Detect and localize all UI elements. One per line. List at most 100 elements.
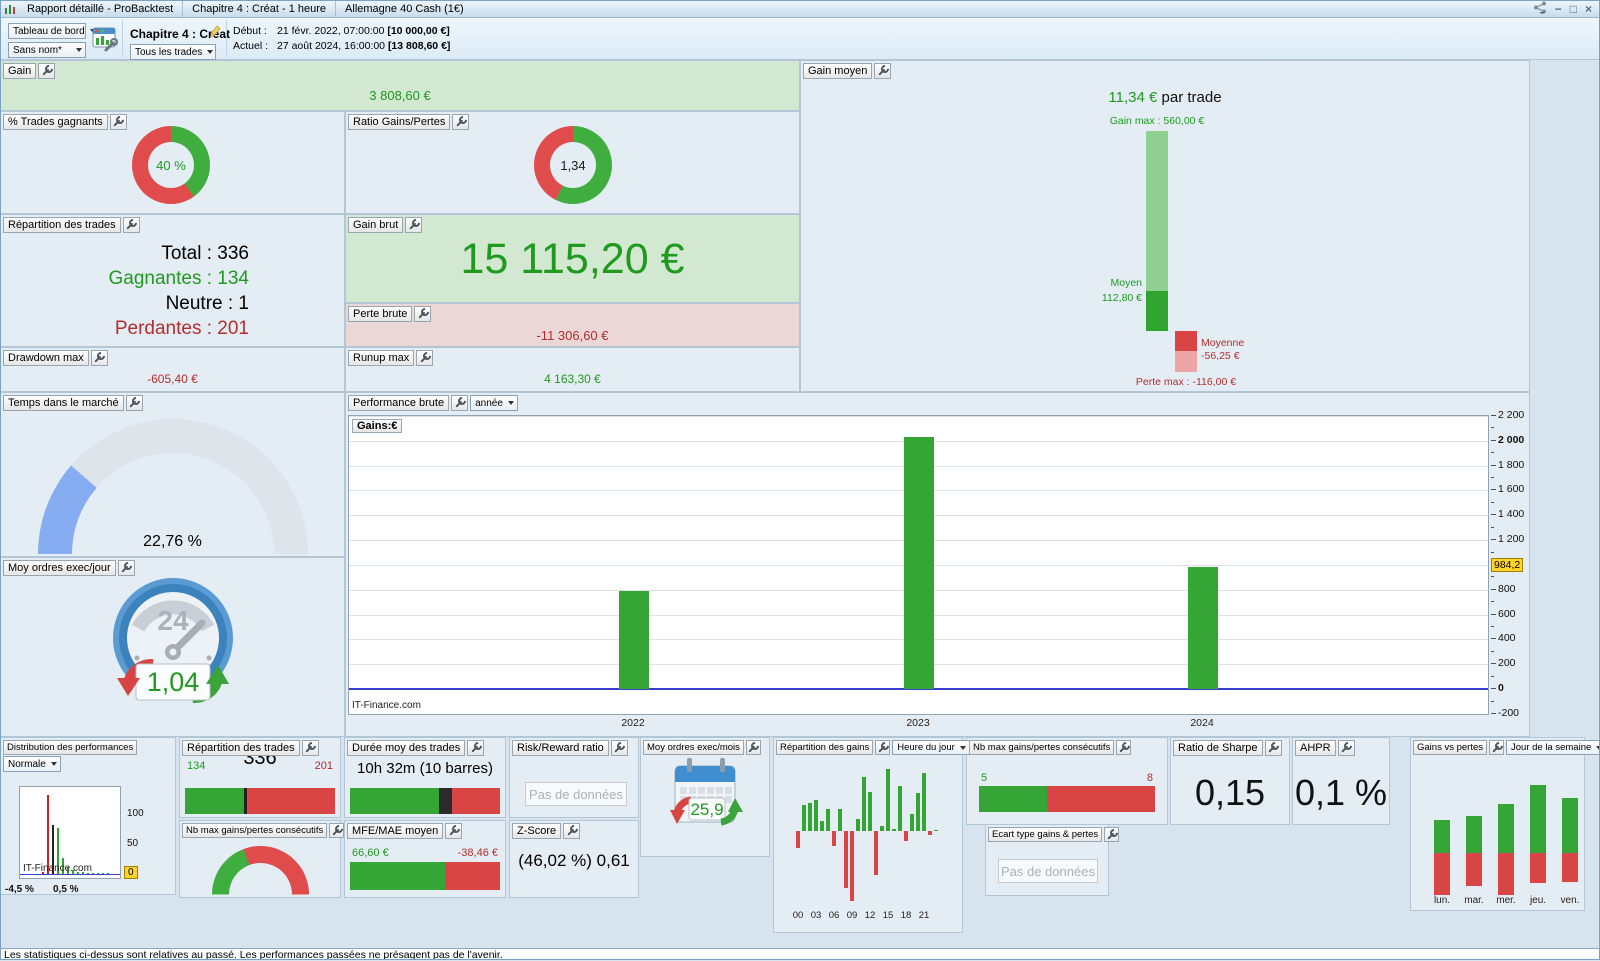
hour-bar — [892, 829, 896, 831]
wrench-icon[interactable] — [329, 823, 345, 838]
wrench-icon[interactable] — [125, 395, 143, 411]
ratio-gains-pertes-panel: Ratio Gains/Pertes 1,34 — [345, 111, 800, 214]
gain-value: 3 808,60 € — [369, 88, 431, 103]
wrench-icon[interactable] — [1116, 740, 1132, 755]
distribution-mode-select[interactable]: Normale — [3, 756, 61, 772]
tab-chapitre[interactable]: Chapitre 4 : Créat - 1 heure — [183, 0, 337, 17]
chevron-down-icon — [507, 401, 514, 405]
x-tick-label: 0,5 % — [53, 884, 79, 895]
weekday-tick-label: mer. — [1496, 895, 1516, 906]
gain-panel: Gain 3 808,60 € — [0, 60, 800, 111]
weekday-tick-label: jeu. — [1529, 895, 1547, 906]
histogram-bar — [82, 872, 84, 874]
weekday-tick-label: lun. — [1433, 895, 1451, 906]
nb-max-consecutifs-gauge-panel: Nb max gains/pertes consécutifs — [179, 820, 345, 898]
y-tick-label: 1 400 — [1498, 508, 1525, 520]
close-button[interactable]: × — [1584, 1, 1592, 16]
pct-trades-gagnants-panel: % Trades gagnants 40 % — [0, 111, 345, 214]
wrench-icon[interactable] — [414, 306, 432, 322]
histogram-bar — [67, 867, 69, 874]
wrench-icon[interactable] — [445, 823, 463, 839]
current-value-badge: 984,2 — [1491, 558, 1524, 572]
ratio-value: 1,34 — [560, 157, 586, 173]
hour-bar — [862, 777, 866, 831]
wrench-icon[interactable] — [745, 740, 761, 755]
layout-select[interactable]: Sans nom* — [8, 42, 86, 58]
z-score-value: (46,02 %) 0,61 — [518, 851, 630, 870]
panel-title: Z-Score — [512, 823, 562, 839]
panel-title: Temps dans le marché — [3, 395, 124, 411]
win-loss-bar — [185, 788, 335, 814]
wrench-icon[interactable] — [117, 560, 135, 576]
performance-y-axis: -200 0 200 400 600 800 1 200 1 400 1 600 1 800 2 0… — [1491, 409, 1531, 719]
hour-tick-label: 15 — [882, 910, 894, 921]
tab-instrument[interactable]: Allemagne 40 Cash (1€) — [345, 2, 464, 15]
chart-watermark: IT-Finance.com — [23, 863, 92, 874]
share-icon[interactable] — [1533, 1, 1547, 17]
wrench-icon[interactable] — [874, 63, 892, 79]
hour-bar — [922, 773, 926, 831]
window-titlebar: Rapport détaillé - ProBacktest Chapitre … — [0, 0, 1600, 18]
chevron-down-icon — [959, 745, 966, 750]
no-data-placeholder: Pas de données — [998, 859, 1098, 883]
weekday-period-select[interactable]: Jour de la semaine — [1506, 740, 1600, 755]
wrench-icon[interactable] — [122, 217, 140, 233]
wrench-icon[interactable] — [875, 740, 891, 755]
y-tick-label: 0 — [1498, 682, 1504, 694]
weekday-gain-bar — [1498, 804, 1514, 853]
panel-title: Performance brute — [348, 395, 450, 411]
wrench-icon[interactable] — [90, 350, 108, 366]
gains-period-select[interactable]: Heure du jour — [892, 740, 970, 755]
disclaimer-text: Les statistiques ci-dessus sont relative… — [4, 949, 503, 961]
y-tick-label: 2 000 — [1498, 434, 1525, 446]
panel-title: Ratio de Sharpe — [1173, 740, 1263, 756]
max-consecutive-losses-value: 8 — [1146, 772, 1153, 784]
report-settings-icon[interactable] — [92, 26, 118, 55]
wrench-icon[interactable] — [109, 114, 127, 130]
wrench-icon[interactable] — [1337, 740, 1355, 756]
maximize-button[interactable]: □ — [1569, 1, 1577, 16]
wrench-icon[interactable] — [610, 740, 628, 756]
wrench-icon[interactable] — [1489, 740, 1504, 755]
chevron-down-icon — [50, 762, 57, 766]
wrench-icon[interactable] — [1264, 740, 1282, 756]
hour-tick-label: 09 — [846, 910, 858, 921]
perte-max-label: Perte max : -116,00 € — [1135, 376, 1237, 388]
minimize-button[interactable]: − — [1554, 1, 1562, 16]
hour-bar — [928, 831, 932, 835]
risk-reward-panel: Risk/Reward ratio Pas de données — [509, 737, 639, 818]
edit-pencil-icon[interactable] — [207, 25, 222, 43]
wrench-icon[interactable] — [405, 217, 423, 233]
performance-x-axis: 2022 2023 2024 — [348, 717, 1489, 731]
hour-bar — [874, 831, 878, 875]
wrench-icon[interactable] — [451, 395, 469, 411]
hour-bar — [802, 805, 806, 831]
tab-rapport-detaille[interactable]: Rapport détaillé - ProBacktest — [18, 0, 184, 17]
x-tick-label: 2023 — [906, 717, 930, 729]
hour-bar — [850, 831, 854, 901]
ratio-sharpe-panel: Ratio de Sharpe 0,15 — [1170, 737, 1290, 825]
wrench-icon[interactable] — [301, 740, 319, 756]
view-select[interactable]: Tableau de bord — [8, 23, 96, 39]
gain-brut-value: 15 115,20 € — [460, 235, 685, 283]
wrench-icon[interactable] — [563, 823, 581, 839]
wrench-icon[interactable] — [38, 63, 56, 79]
chevron-down-icon — [1596, 745, 1600, 750]
repartition-row: Perdantes : 201 — [114, 318, 249, 339]
panel-title: Répartition des gains — [776, 740, 874, 755]
wrench-icon[interactable] — [452, 114, 470, 130]
start-amount: [10 000,00 €] — [387, 25, 450, 37]
time-in-market-gauge — [38, 419, 308, 554]
mfe-mae-bar — [350, 862, 500, 890]
current-amount: [13 808,60 €] — [387, 40, 451, 52]
avg-duration-value: 10h 32m (10 barres) — [357, 760, 493, 777]
trades-filter-select[interactable]: Tous les trades — [130, 44, 216, 60]
year-bar — [904, 437, 934, 689]
wrench-icon[interactable] — [416, 350, 434, 366]
performance-period-select[interactable]: année — [470, 395, 518, 411]
perte-brute-panel: Perte brute -11 306,60 € — [345, 303, 800, 347]
wrench-icon[interactable] — [467, 740, 485, 756]
app-icon — [4, 3, 16, 15]
wrench-icon[interactable] — [1104, 827, 1120, 842]
x-tick-label: -4,5 % — [5, 884, 34, 895]
